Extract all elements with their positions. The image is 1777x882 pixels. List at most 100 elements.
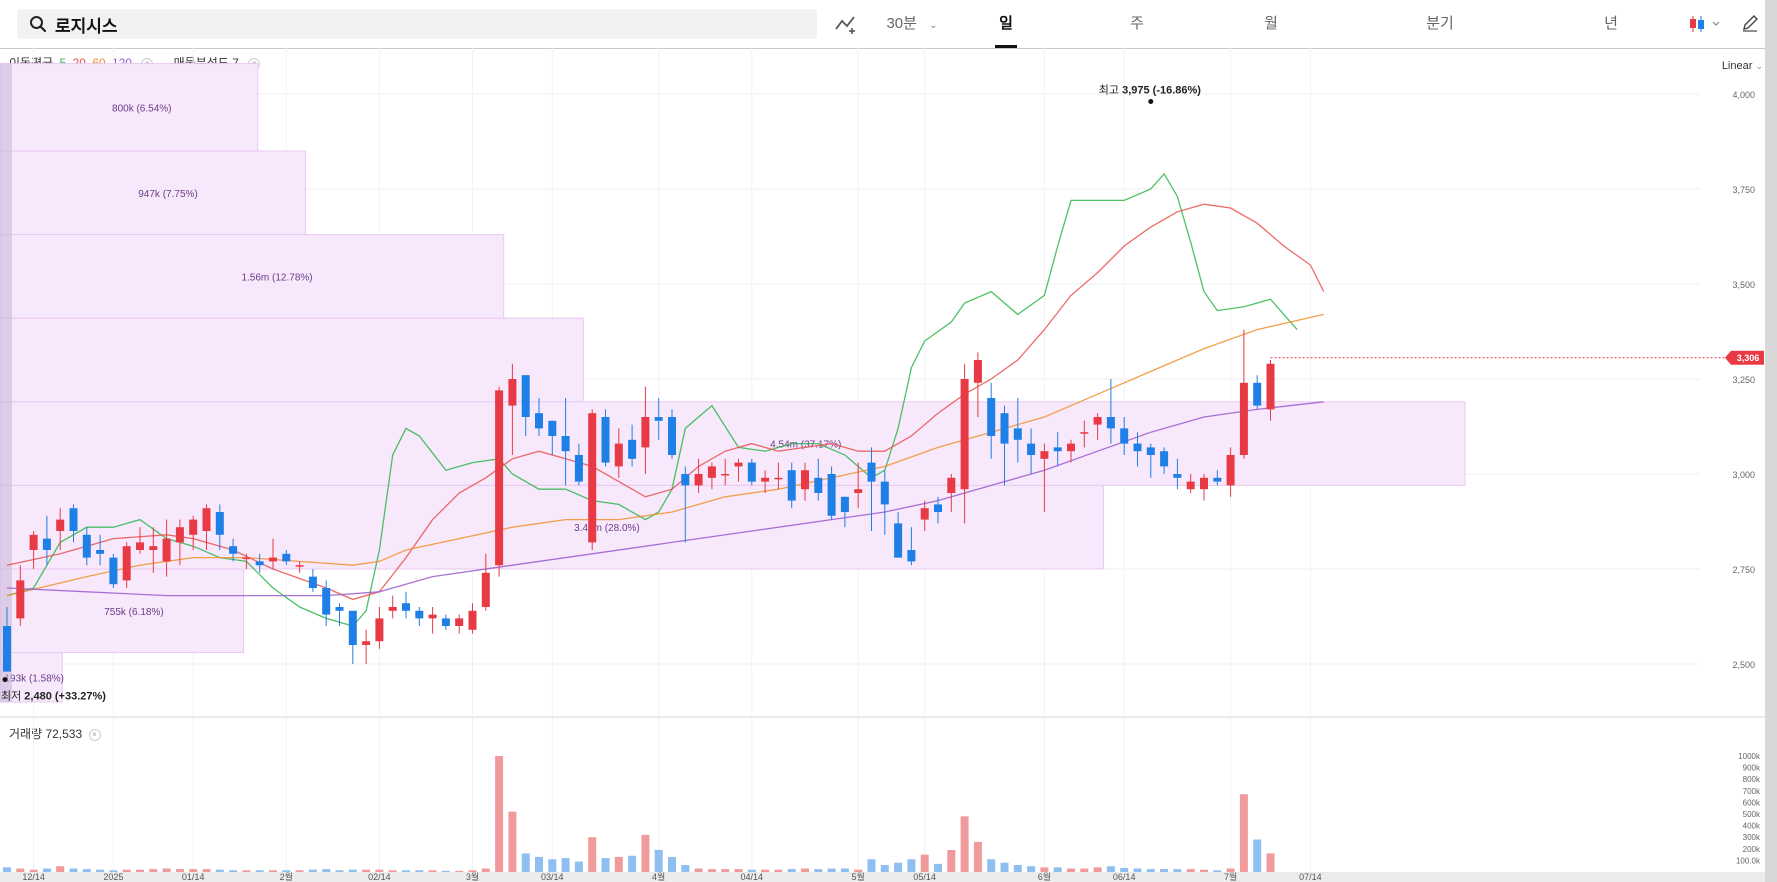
candle-body — [574, 455, 583, 482]
candlestick-icon[interactable] — [1688, 14, 1722, 34]
volume-bar — [707, 869, 716, 872]
volume-bar — [109, 870, 118, 872]
volume-tick-label: 500k — [1743, 810, 1761, 819]
volume-profile-label: 947k (7.75%) — [138, 189, 197, 200]
x-tick-label: 7월 — [1224, 871, 1237, 882]
min-marker-dot — [2, 677, 8, 683]
candle-body — [122, 546, 131, 581]
volume-tick-label: 200k — [1743, 845, 1761, 854]
price-chart[interactable]: 4,000 3,750 3,500 3,250 3,000 2,750 2,500 12/14… — [0, 48, 1765, 882]
candle-body — [601, 417, 610, 463]
candle-body — [255, 561, 264, 566]
candle-body — [588, 413, 597, 543]
candle-body — [721, 474, 730, 476]
volume-bar — [282, 870, 291, 872]
volume-bar — [149, 869, 158, 872]
candle-body — [242, 557, 251, 560]
volume-bar — [1027, 866, 1036, 872]
volume-bar — [1239, 794, 1248, 872]
candle-body — [322, 588, 331, 615]
candle-body — [508, 379, 517, 406]
candle-body — [535, 413, 543, 429]
volume-bar — [335, 870, 344, 872]
volume-bar — [854, 869, 863, 872]
x-tick-label: 03/14 — [541, 872, 564, 882]
volume-bar — [681, 865, 690, 872]
volume-bar — [1146, 869, 1155, 872]
volume-bar — [56, 866, 65, 872]
candle-body — [402, 603, 410, 611]
x-tick-label: 4월 — [652, 871, 665, 882]
volume-bar — [495, 756, 504, 872]
candle-body — [388, 607, 397, 611]
volume-bar — [934, 863, 942, 872]
volume-bar — [1120, 867, 1129, 872]
volume-bar — [295, 870, 304, 872]
volume-bar — [947, 849, 956, 872]
volume-bar — [189, 869, 198, 872]
candle-body — [1239, 382, 1248, 455]
volume-bar — [601, 858, 610, 872]
remove-volume-button[interactable]: × — [88, 728, 101, 741]
x-tick-label: 05/14 — [913, 872, 936, 882]
volume-profile-label: 800k (6.54%) — [112, 103, 171, 114]
candle-body — [162, 538, 171, 562]
trend-draw-icon[interactable] — [834, 14, 858, 34]
tab-month[interactable]: 월 — [1264, 15, 1278, 32]
candle-body — [960, 379, 969, 490]
candle-body — [1213, 477, 1222, 482]
volume-legend: 거래량 72,533 × — [9, 725, 101, 742]
volume-tick-label: 100.0k — [1736, 856, 1761, 865]
candle-body — [734, 462, 743, 467]
volume-bar — [1186, 869, 1195, 872]
tab-week[interactable]: 주 — [1130, 15, 1144, 32]
candle-body — [1027, 443, 1036, 455]
pencil-icon[interactable] — [1740, 13, 1760, 33]
volume-bar — [402, 870, 410, 872]
y-tick-label: 4,000 — [1732, 90, 1755, 100]
volume-bar — [734, 869, 743, 872]
candle-body — [561, 436, 570, 452]
volume-bar — [362, 869, 371, 872]
x-tick-label: 2월 — [280, 871, 293, 882]
volume-tick-label: 300k — [1743, 833, 1761, 842]
volume-profile-edge — [0, 63, 12, 703]
candle-body — [29, 534, 38, 550]
tab-day[interactable]: 일 — [999, 15, 1013, 32]
candle-body — [1160, 451, 1169, 467]
volume-bar — [973, 841, 982, 872]
volume-bar — [388, 870, 397, 872]
tab-year[interactable]: 년 — [1604, 15, 1618, 32]
stock-search-box[interactable]: 로지시스 — [17, 9, 817, 39]
candle-body — [867, 462, 876, 482]
chevron-down-icon: ⌄ — [1755, 61, 1763, 71]
volume-bar — [721, 869, 730, 872]
candle-body — [3, 626, 11, 672]
candle-body — [82, 534, 91, 558]
volume-profile-bar — [0, 317, 584, 403]
volume-bar — [548, 859, 557, 872]
ma-period-5: 5 — [59, 56, 67, 70]
volume-bar — [761, 869, 770, 872]
volume-bar — [508, 811, 517, 872]
tab-quarter[interactable]: 분기 — [1426, 15, 1454, 32]
candle-body — [668, 417, 676, 455]
volume-bar — [1067, 868, 1075, 872]
ma-line-5 — [6, 172, 1298, 627]
volume-bar — [827, 868, 836, 872]
y-tick-label: 3,250 — [1732, 375, 1755, 385]
volume-bar — [521, 853, 530, 872]
candle-body — [761, 477, 770, 482]
candle-body — [282, 553, 291, 562]
time-axis-band — [0, 873, 1765, 882]
candle-body — [175, 527, 184, 543]
candle-body — [202, 508, 211, 531]
scale-mode-dropdown[interactable]: Linear ⌄ — [1722, 60, 1763, 72]
candle-body — [548, 420, 557, 436]
volume-bar — [1200, 869, 1208, 872]
candle-body — [1013, 428, 1022, 440]
interval-dropdown[interactable]: 30분 ⌄ — [886, 12, 937, 33]
candle-body — [335, 607, 344, 611]
candle-body — [428, 614, 437, 619]
